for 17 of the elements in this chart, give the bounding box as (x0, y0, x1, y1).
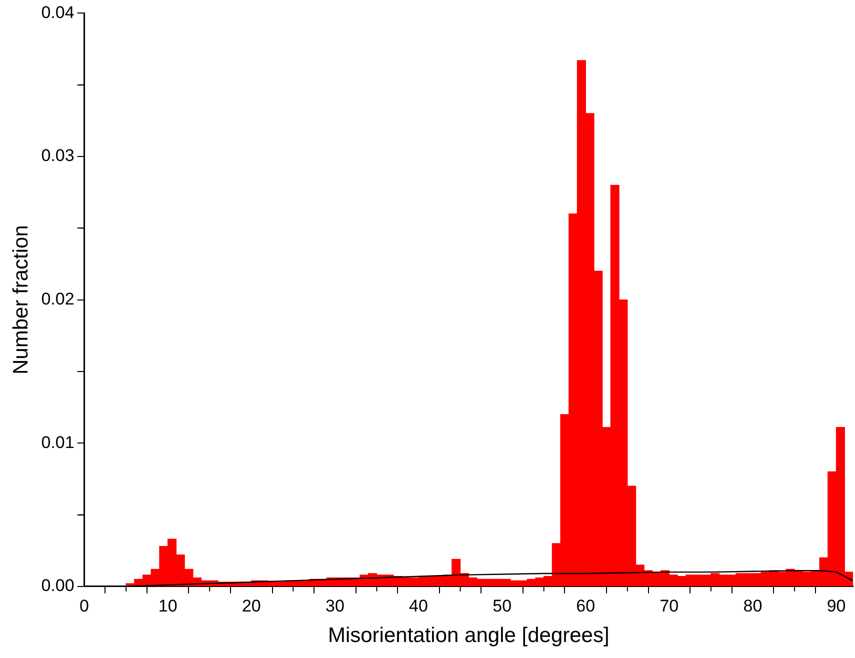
y-tick-label: 0.04 (41, 2, 74, 22)
x-tick-label: 50 (492, 596, 512, 616)
x-tick-label: 60 (576, 596, 596, 616)
x-axis-title: Misorientation angle [degrees] (328, 624, 610, 648)
y-tick-label: 0.03 (41, 146, 74, 166)
x-tick-label: 30 (325, 596, 344, 616)
x-tick-label: 90 (826, 596, 846, 616)
y-tick-label: 0.01 (41, 432, 74, 452)
x-tick-label: 20 (242, 596, 261, 616)
x-tick-label: 40 (409, 596, 428, 616)
x-tick-label: 10 (158, 596, 178, 616)
x-tick-label: 0 (80, 596, 90, 616)
y-tick-label: 0.00 (41, 576, 74, 596)
y-axis-title: Number fraction (9, 225, 32, 374)
y-tick-label: 0.02 (41, 289, 74, 308)
x-tick-label: 80 (743, 596, 762, 616)
x-tick-label: 70 (660, 596, 679, 616)
